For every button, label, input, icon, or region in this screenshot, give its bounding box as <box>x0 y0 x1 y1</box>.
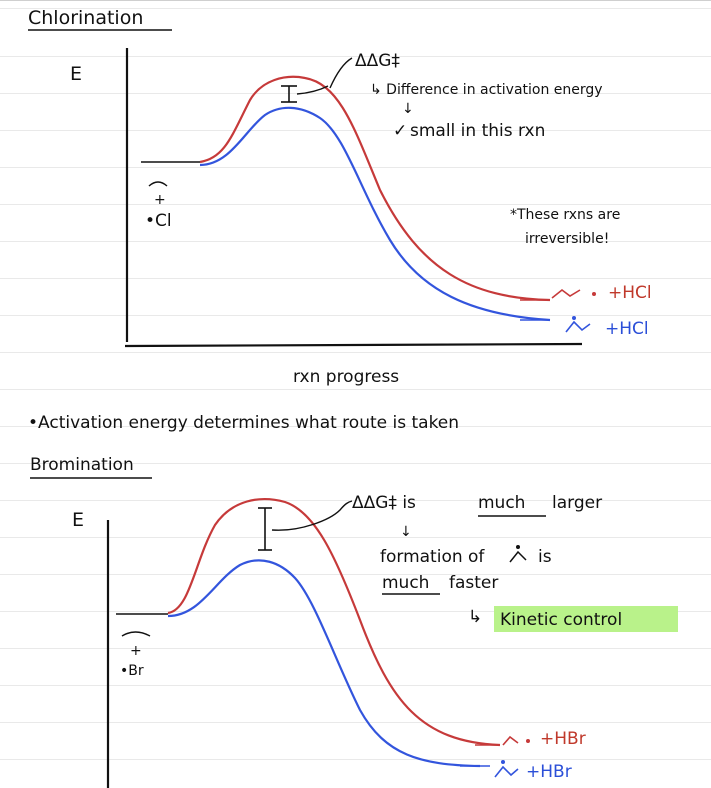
chlorination-title: Chlorination <box>28 7 143 29</box>
chlorination-blue-product-icon <box>565 320 591 333</box>
chlorination-y-axis-label: E <box>70 63 82 85</box>
bromination-arrow-icon: ↳ <box>468 607 482 627</box>
bromination-faster: faster <box>449 573 498 593</box>
bromination-ddg-much: much <box>478 493 525 513</box>
chlorination-ddg-bracket <box>281 85 329 103</box>
chlorination-red-radical-dot <box>592 292 596 296</box>
bromination-blue-product-label: +HBr <box>526 762 572 782</box>
down-arrow-icon: ↓ <box>402 101 414 117</box>
chlorination-reactant-plus: + <box>154 192 166 208</box>
chlorination-red-curve <box>199 75 551 302</box>
chlorination-red-product-label: +HCl <box>608 283 652 303</box>
chlorination-blue-product-label: +HCl <box>605 319 649 339</box>
bromination-blue-radical-dot <box>501 760 505 764</box>
bromination-formation-text: formation of <box>380 547 485 567</box>
bromination-blue-curve <box>167 559 481 768</box>
chlorination-check-icon: ✓ <box>393 121 407 141</box>
chlorination-red-product-icon <box>551 288 581 299</box>
bromination-red-product-icon <box>502 735 519 746</box>
chlorination-reactant-radical: •Cl <box>145 211 172 231</box>
bromination-formation-is: is <box>538 547 552 567</box>
bromination-title: Bromination <box>30 455 134 475</box>
bromination-ddg-label: ΔΔG‡ is <box>352 493 416 513</box>
bromination-red-product-label: +HBr <box>540 729 586 749</box>
bromination-red-curve <box>167 498 501 747</box>
chlorination-x-axis-label: rxn progress <box>293 367 399 387</box>
bromination-down-arrow-icon: ↓ <box>400 524 412 540</box>
chlorination-ddg-label: ΔΔG‡ <box>355 51 400 71</box>
bromination-ddg-larger: larger <box>552 493 602 513</box>
chlorination-x-axis <box>124 342 583 348</box>
chlorination-small-note: small in this rxn <box>410 121 545 141</box>
bromination-much: much <box>382 573 429 593</box>
bromination-alkene-icon <box>121 631 151 637</box>
page-top-border <box>0 0 711 1</box>
bromination-reactant-plus: + <box>130 643 142 659</box>
bromination-ddg-bracket <box>258 500 353 551</box>
chlorination-ddg-connector <box>329 57 353 89</box>
kinetic-control-highlight <box>494 606 678 632</box>
bromination-formation-radical-dot <box>516 545 520 549</box>
chlorination-blue-curve <box>199 106 551 322</box>
bromination-blue-product-icon <box>494 765 519 778</box>
chlorination-ddg-note: ↳ Difference in activation energy <box>370 82 603 98</box>
bromination-y-axis-label: E <box>72 509 84 531</box>
kinetic-control-label: Kinetic control <box>500 610 622 630</box>
bromination-red-radical-dot <box>526 739 530 743</box>
irreversible-note-line1: *These rxns are <box>510 207 620 223</box>
activation-energy-statement: •Activation energy determines what route… <box>28 413 459 433</box>
bromination-formation-alkene-icon <box>509 550 527 563</box>
chlorination-alkene-icon <box>148 181 168 187</box>
chlorination-blue-radical-dot <box>572 316 576 320</box>
irreversible-note-line2: irreversible! <box>525 231 609 247</box>
bromination-reactant-radical: •Br <box>120 663 144 679</box>
